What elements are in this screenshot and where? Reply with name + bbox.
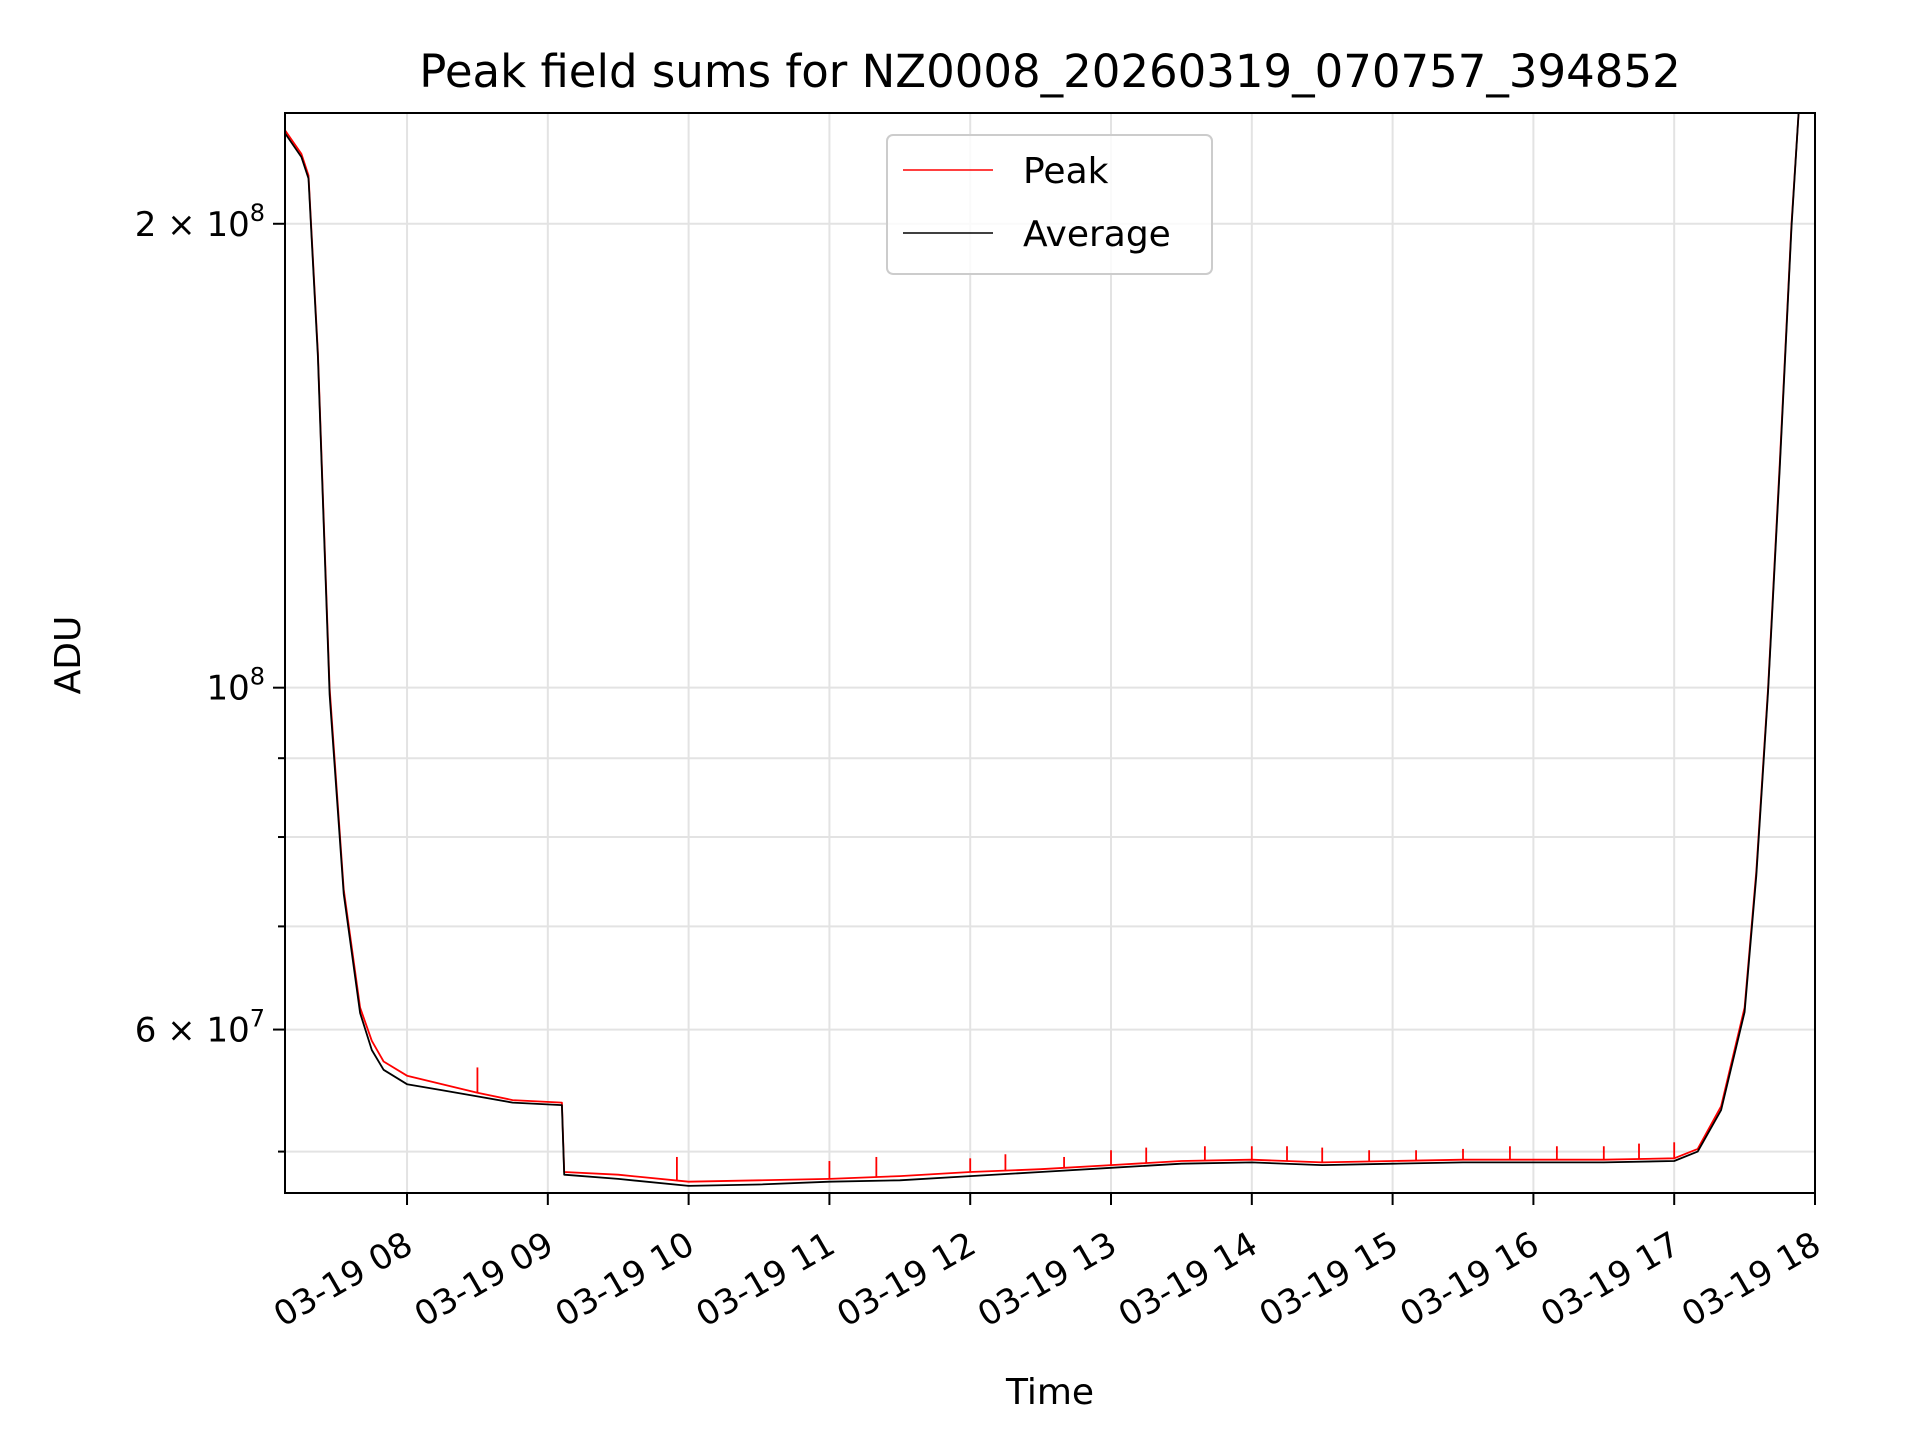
chart-title: Peak field sums for NZ0008_20260319_0707… (419, 45, 1680, 98)
series-line-peak (285, 113, 1815, 1183)
y-tick-label: 108 (206, 663, 265, 709)
y-axis-label: ADU (48, 616, 89, 695)
legend-label-peak: Peak (1023, 151, 1109, 192)
legend-label-average: Average (1023, 214, 1171, 255)
x-axis-label: Time (1005, 1372, 1094, 1413)
y-tick-label: 6 × 107 (135, 1005, 265, 1051)
legend: Peak Average (886, 134, 1213, 275)
series-line-average (285, 113, 1815, 1187)
y-tick-label: 2 × 108 (135, 199, 265, 245)
plot-frame (284, 112, 1816, 1194)
series-layer (285, 113, 1815, 1187)
y-axis: 2 × 108 108 6 × 107 (135, 199, 285, 1153)
